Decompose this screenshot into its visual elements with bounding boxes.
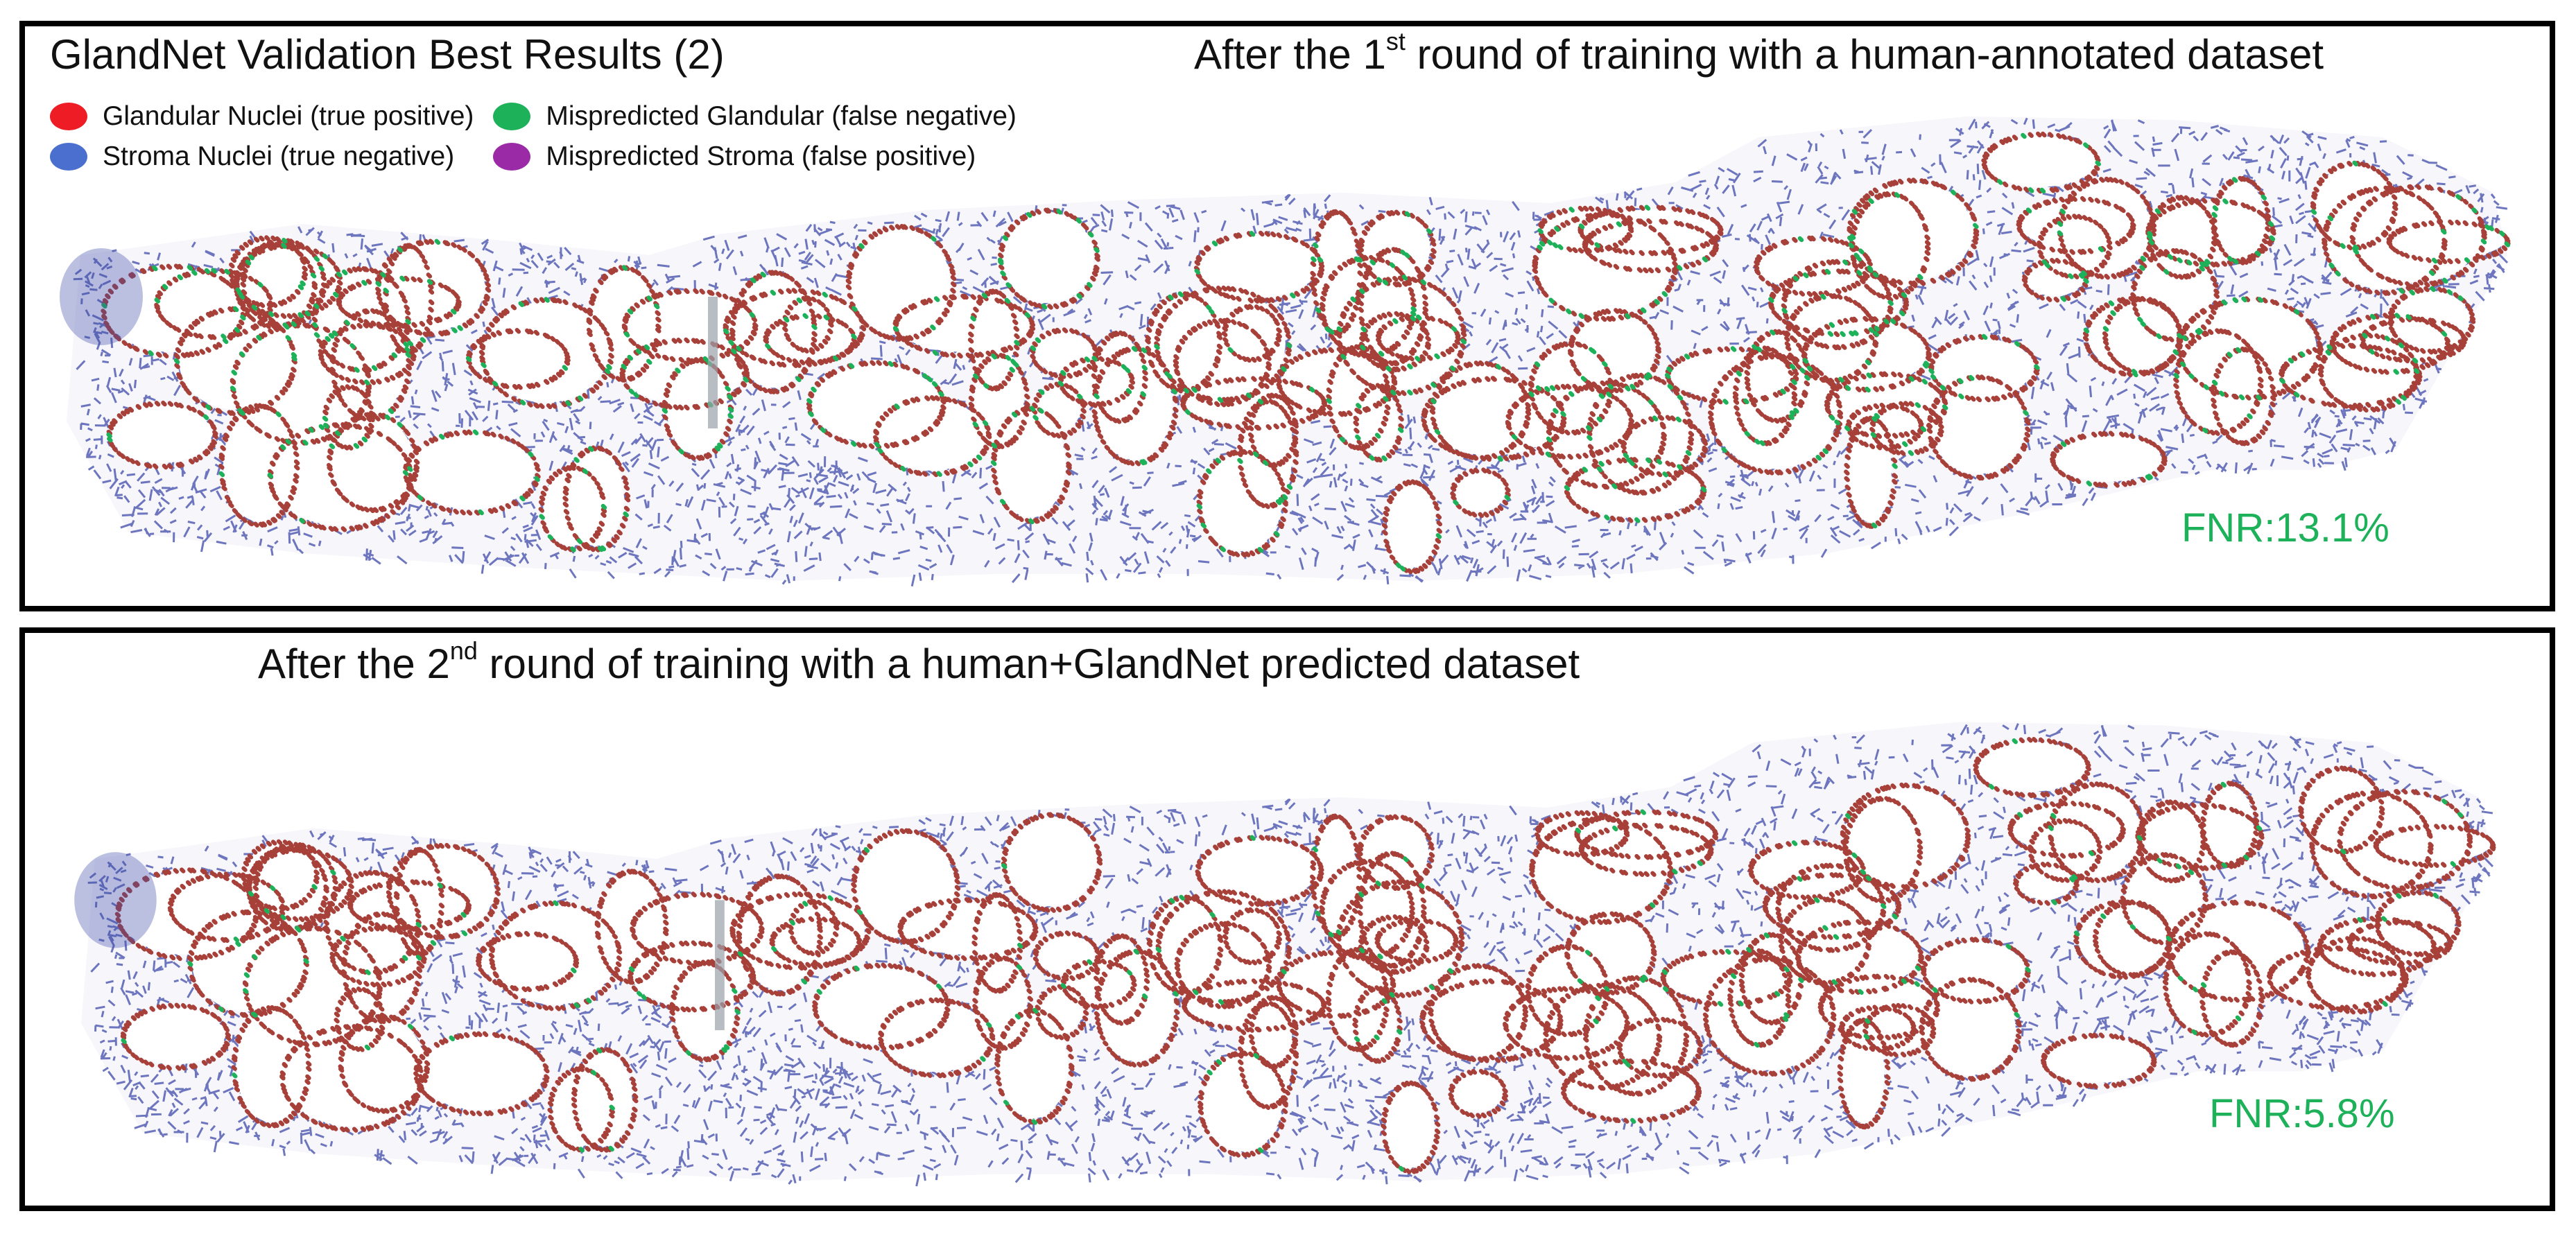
- tissue-segmentation-image-round-1: [60, 116, 2511, 587]
- gland-lumen: [2204, 785, 2254, 863]
- gland-lumen: [2354, 189, 2481, 281]
- gland-lumen: [1707, 961, 1831, 1070]
- gland-lumen: [105, 268, 241, 352]
- gland-lumen: [1579, 814, 1712, 854]
- dense-stroma-cluster: [74, 852, 157, 948]
- gland-lumen: [1433, 968, 1522, 1057]
- heading-superscript: nd: [449, 636, 478, 665]
- mispredicted-glandular-nuclei: [101, 132, 2510, 572]
- heading-text: After the 1: [1194, 31, 1386, 78]
- gland-lumen: [1582, 209, 1718, 250]
- panel-heading-round-2: After the 2nd round of training with a h…: [258, 636, 1580, 688]
- gland-lumen: [111, 405, 212, 463]
- gland-lumen: [1572, 313, 1655, 387]
- gland-lumen: [2341, 793, 2466, 885]
- gland-lumen: [417, 1036, 544, 1111]
- legend-item-glandular-tp: Glandular Nuclei (true positive): [50, 101, 474, 132]
- gland-lumen: [1924, 982, 2016, 1075]
- gland-lumen: [1568, 916, 1651, 989]
- gland-lumen: [1931, 379, 2025, 474]
- gland-lumen: [1434, 365, 1525, 455]
- legend-item-stroma-fp: Mispredicted Stroma (false positive): [493, 141, 1017, 172]
- gland-lumen: [1200, 840, 1318, 901]
- blue-ellipse-icon: [50, 143, 87, 171]
- legend-item-stroma-tn: Stroma Nuclei (true negative): [50, 141, 474, 172]
- fnr-metric-round-1: FNR:13.1%: [2181, 505, 2389, 550]
- gland-lumen: [343, 1018, 424, 1108]
- gland-lumen: [552, 1070, 609, 1147]
- legend-label: Glandular Nuclei (true positive): [103, 101, 474, 131]
- gland-lumen: [119, 872, 253, 955]
- gland-lumen: [1252, 397, 1293, 462]
- gland-lumen: [1202, 1055, 1282, 1151]
- red-ellipse-icon: [50, 103, 87, 130]
- gland-lumen: [1253, 999, 1293, 1063]
- heading-text: round of training with a human+GlandNet …: [477, 641, 1580, 687]
- gland-lumen: [407, 434, 535, 510]
- figure-title: GlandNet Validation Best Results (2): [50, 31, 725, 78]
- panel-heading-round-1: After the 1st round of training with a h…: [1194, 27, 2324, 78]
- gland-lumen: [2017, 866, 2073, 900]
- gland-lumen: [811, 365, 940, 443]
- gland-lumen: [1978, 741, 2085, 792]
- gland-lumen: [856, 833, 954, 939]
- gland-lumen: [470, 333, 564, 383]
- gland-lumen: [2012, 805, 2120, 853]
- legend-label: Mispredicted Glandular (false negative): [546, 101, 1017, 131]
- green-ellipse-icon: [493, 103, 531, 130]
- gland-lumen: [1986, 136, 2095, 187]
- gland-lumen: [1005, 817, 1096, 907]
- gland-lumen: [2026, 262, 2083, 296]
- legend-label: Stroma Nuclei (true negative): [103, 141, 455, 171]
- gland-lumen: [1455, 472, 1505, 512]
- gland-lumen: [850, 229, 951, 336]
- legend: Glandular Nuclei (true positive) Mispred…: [50, 101, 1017, 172]
- legend-label: Mispredicted Stroma (false positive): [546, 141, 976, 171]
- result-panel-round-2: After the 2nd round of training with a h…: [19, 627, 2555, 1211]
- gland-lumen: [543, 469, 600, 546]
- heading-text: round of training with a human-annotated…: [1405, 31, 2324, 78]
- artifact-streak: [708, 297, 718, 428]
- gland-lumen: [817, 967, 944, 1045]
- mispredicted-glandular-nuclei: [121, 738, 2464, 1172]
- gland-lumen: [2216, 180, 2265, 259]
- dense-stroma-cluster: [60, 248, 143, 345]
- gland-lumen: [2045, 1037, 2151, 1083]
- gland-lumen: [1453, 1073, 1502, 1113]
- heading-text: After the 2: [258, 641, 450, 687]
- gland-lumen: [1385, 1085, 1435, 1168]
- gland-lumen: [480, 935, 573, 986]
- gland-lumen: [2055, 435, 2161, 482]
- tissue-segmentation-image-round-2: [74, 722, 2496, 1187]
- gland-lumen: [1386, 484, 1436, 568]
- gland-lumen: [1198, 235, 1318, 297]
- gland-lumen: [1002, 212, 1094, 304]
- artifact-streak: [714, 900, 725, 1031]
- fnr-metric-round-2: FNR:5.8%: [2209, 1091, 2395, 1136]
- gland-lumen: [125, 1007, 225, 1065]
- result-panel-round-1: GlandNet Validation Best Results (2) Gla…: [19, 21, 2555, 611]
- gland-lumen: [1713, 358, 1837, 469]
- purple-ellipse-icon: [493, 143, 531, 171]
- gland-lumen: [331, 417, 413, 507]
- gland-lumen: [1201, 453, 1282, 551]
- gland-lumen: [2021, 200, 2130, 249]
- legend-item-glandular-fn: Mispredicted Glandular (false negative): [493, 101, 1017, 132]
- glandular-nuclei: [101, 131, 2511, 575]
- heading-superscript: st: [1385, 27, 1406, 55]
